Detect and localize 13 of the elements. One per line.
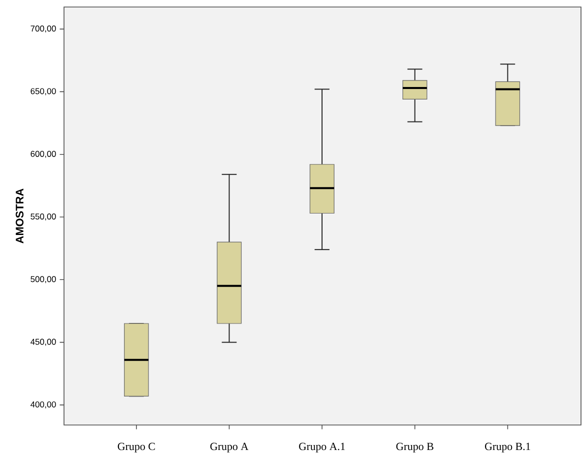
- x-tick-label: Grupo B: [396, 442, 434, 452]
- y-tick-label: 500,00: [30, 276, 56, 284]
- y-axis-title: AMOSTRA: [16, 188, 24, 244]
- x-tick-label: Grupo B.1: [485, 442, 530, 452]
- x-tick-label: Grupo A: [210, 442, 248, 452]
- y-tick-label: 550,00: [30, 214, 56, 220]
- y-tick-label: 700,00: [30, 26, 56, 33]
- y-tick-label: 450,00: [30, 338, 56, 346]
- y-tick-label: 400,00: [30, 401, 56, 408]
- x-tick-label: Grupo A.1: [299, 442, 345, 452]
- y-tick-label: 600,00: [30, 150, 56, 158]
- y-tick-label: 650,00: [30, 88, 56, 96]
- x-tick-label: Grupo C: [118, 442, 155, 452]
